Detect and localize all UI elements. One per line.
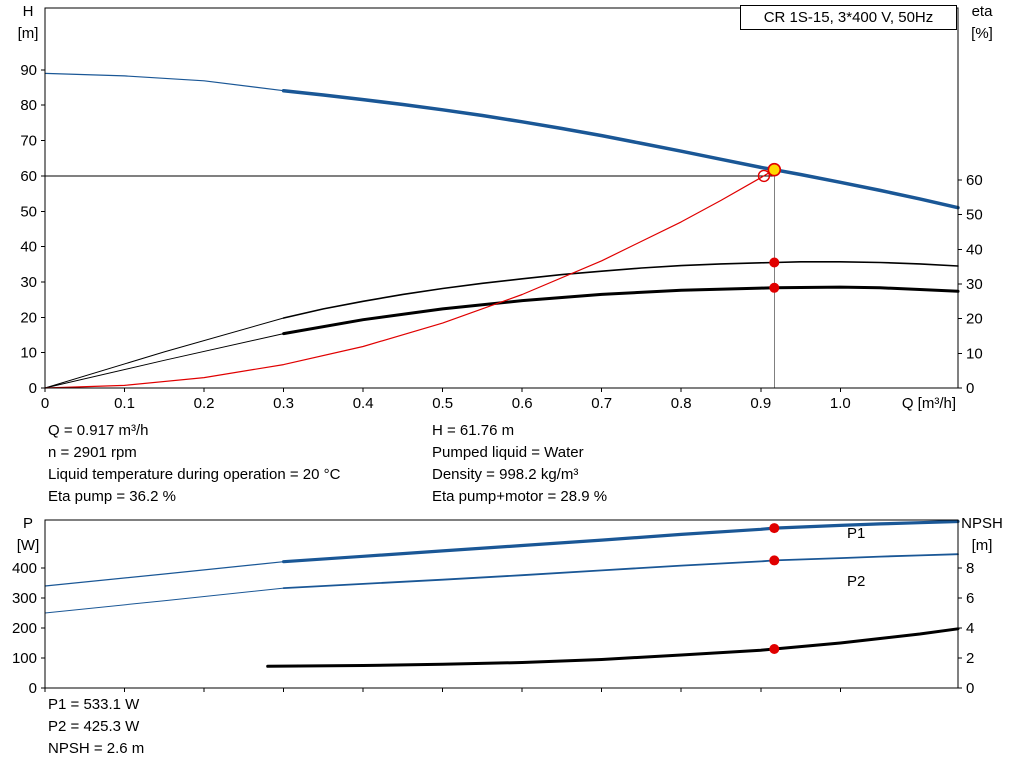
x-tick-label: 0.2: [194, 395, 215, 412]
y-right-tick-label: 6: [966, 590, 974, 607]
x-tick-label: 0.6: [512, 395, 533, 412]
result-p1: P1 = 533.1 W: [48, 696, 140, 713]
x-tick-label: 0.9: [750, 395, 771, 412]
duty-results-left: Q = 0.917 m³/h n = 2901 rpm Liquid tempe…: [48, 420, 340, 508]
qh-eta-chart-frame: [44, 7, 959, 389]
y-right-tick-label: 8: [966, 560, 974, 577]
p2-curve: [282, 553, 959, 589]
y-left-tick-label: 20: [20, 309, 37, 326]
power-results: P1 = 533.1 W P2 = 425.3 W NPSH = 2.6 m: [48, 694, 144, 760]
x-tick-label: 0.4: [353, 395, 374, 412]
y-left-tick-label: 80: [20, 97, 37, 114]
result-pumped-liquid: Pumped liquid = Water: [432, 444, 584, 461]
y-right-tick-label: 40: [966, 241, 983, 258]
eta-pump-point: [769, 257, 780, 268]
result-npsh: NPSH = 2.6 m: [48, 740, 145, 757]
y-left-tick-label: 70: [20, 133, 37, 150]
x-axis-label: Q [m³/h]: [902, 395, 956, 412]
result-eta-pump-motor: Eta pump+motor = 28.9 %: [432, 488, 608, 505]
y-left-tick-label: 0: [29, 680, 37, 697]
y-left-tick-label: 200: [12, 620, 37, 637]
y-right-axis-title: NPSH: [961, 515, 1003, 532]
x-tick-label: 0: [41, 395, 49, 412]
eta-pump-curve-lead: [44, 317, 285, 389]
npsh-point: [769, 644, 780, 654]
p1-curve-label: P1: [847, 525, 865, 542]
eta-pump-motor-curve: [282, 285, 960, 336]
result-p2: P2 = 425.3 W: [48, 718, 140, 735]
qh-eta-chart: 0 0.1 0.2 0.3 0.4 0.5 0.6 0.7 0.8 0.9 1.0 Q [m³/h] 0…: [18, 3, 994, 412]
eta-pump-motor-point: [769, 282, 780, 293]
result-density: Density = 998.2 kg/m³: [432, 466, 579, 483]
y-right-tick-label: 0: [966, 680, 974, 697]
y-right-axis-unit: [%]: [971, 25, 993, 42]
x-tick-label: 0.8: [671, 395, 692, 412]
y-left-tick-label: 100: [12, 650, 37, 667]
y-right-axis-title: eta: [972, 3, 994, 20]
y-right-tick-label: 30: [966, 276, 983, 293]
y-left-tick-label: 90: [20, 62, 37, 79]
y-left-tick-label: 0: [29, 380, 37, 397]
y-right-tick-label: 0: [966, 380, 974, 397]
y-right-tick-label: 50: [966, 207, 983, 224]
p1-point: [769, 523, 780, 534]
power-npsh-chart: 0 100 200 300 400 0 2 4 6 8 P [W] NPSH [m] P1 P2: [12, 515, 1003, 697]
y-right-tick-label: 4: [966, 620, 974, 637]
x-tick-label: 0.1: [114, 395, 135, 412]
y-left-axis-unit: [m]: [18, 25, 39, 42]
power-npsh-chart-frame: [44, 519, 959, 689]
x-tick-label: 0.3: [273, 395, 294, 412]
y-left-axis-title: P: [23, 515, 33, 532]
p1-curve-lead: [44, 561, 285, 587]
y-right-tick-label: 20: [966, 311, 983, 328]
y-left-tick-label: 300: [12, 590, 37, 607]
x-tick-label: 0.5: [432, 395, 453, 412]
duty-point-marker: [767, 162, 782, 177]
qh-curve-extension: [44, 72, 285, 92]
y-left-axis-title: H: [23, 3, 34, 20]
eta-pump-motor-curve-lead: [44, 333, 285, 389]
x-tick-label: 0.7: [591, 395, 612, 412]
pump-model-title: CR 1S-15, 3*400 V, 50Hz: [740, 5, 957, 30]
qh-curve: [281, 88, 960, 210]
requested-duty-marker: [757, 169, 771, 183]
y-right-tick-label: 10: [966, 345, 983, 362]
y-left-tick-label: 10: [20, 345, 37, 362]
y-left-tick-label: 400: [12, 560, 37, 577]
y-left-tick-label: 30: [20, 274, 37, 291]
result-eta-pump: Eta pump = 36.2 %: [48, 488, 176, 505]
npsh-curve: [266, 627, 960, 668]
y-left-tick-label: 60: [20, 168, 37, 185]
p2-point: [769, 555, 780, 566]
p1-curve: [282, 519, 960, 564]
y-right-axis-unit: [m]: [972, 537, 993, 554]
y-right-tick-label: 2: [966, 650, 974, 667]
y-right-tick-label: 60: [966, 172, 983, 189]
duty-results-right: H = 61.76 m Pumped liquid = Water Densit…: [432, 420, 607, 508]
y-left-tick-label: 50: [20, 203, 37, 220]
eta-pump-curve: [282, 260, 959, 319]
y-left-axis-unit: [W]: [17, 537, 40, 554]
result-head: H = 61.76 m: [432, 422, 515, 439]
p2-curve-lead: [44, 587, 285, 614]
result-speed: n = 2901 rpm: [48, 444, 137, 461]
result-flow: Q = 0.917 m³/h: [48, 422, 149, 439]
y-left-tick-label: 40: [20, 239, 37, 256]
result-liquid-temperature: Liquid temperature during operation = 20…: [48, 466, 341, 483]
system-curve: [44, 169, 775, 389]
p2-curve-label: P2: [847, 573, 865, 590]
x-tick-label: 1.0: [830, 395, 851, 412]
